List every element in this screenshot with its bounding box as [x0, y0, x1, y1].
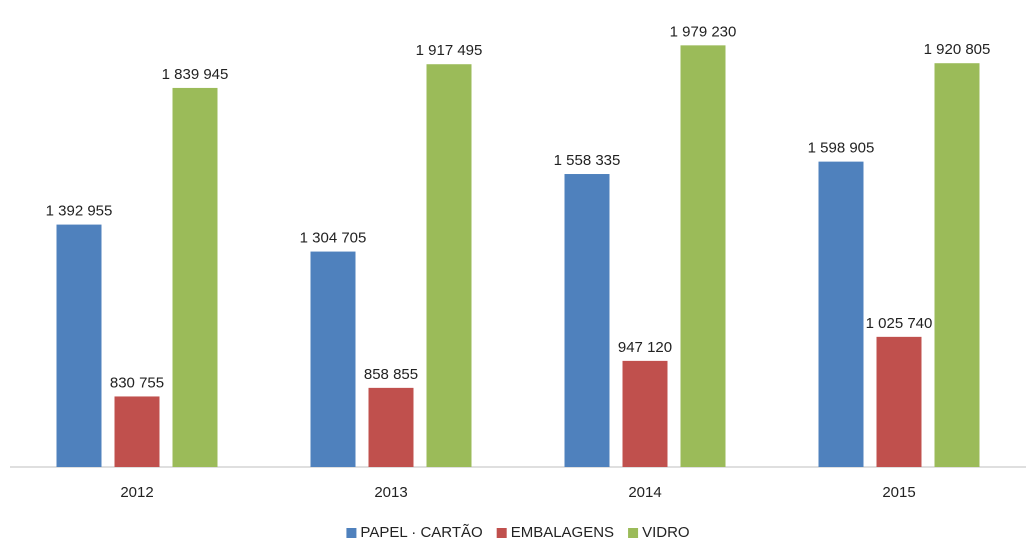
- legend-label: EMBALAGENS: [511, 524, 614, 541]
- data-label: 1 839 945: [162, 66, 229, 83]
- legend-swatch: [628, 528, 639, 538]
- data-label: 1 558 335: [554, 152, 621, 169]
- bar: [622, 360, 668, 467]
- legend-label: PAPEL · CARTÃO: [360, 524, 482, 541]
- bar: [564, 174, 610, 467]
- bar: [114, 396, 160, 467]
- data-label: 1 025 740: [866, 315, 933, 332]
- data-label: 947 120: [618, 339, 672, 356]
- legend-swatch: [496, 528, 507, 538]
- bar: [680, 45, 726, 468]
- bar: [172, 87, 218, 468]
- bar: [818, 161, 864, 467]
- x-tick-label: 2012: [120, 484, 153, 501]
- data-label: 1 979 230: [670, 23, 737, 40]
- data-label: 1 917 495: [416, 42, 483, 59]
- data-label: 1 920 805: [924, 41, 991, 58]
- x-tick-label: 2013: [374, 484, 407, 501]
- data-label: 830 755: [110, 374, 164, 391]
- data-label: 1 304 705: [300, 230, 367, 247]
- legend-swatch: [346, 528, 357, 538]
- data-label: 1 392 955: [46, 203, 113, 220]
- bar: [934, 63, 980, 467]
- data-label: 1 598 905: [808, 140, 875, 157]
- data-label: 858 855: [364, 366, 418, 383]
- bar: [368, 387, 414, 467]
- bar: [310, 251, 356, 467]
- x-tick-label: 2014: [628, 484, 661, 501]
- legend-label: VIDRO: [642, 524, 690, 541]
- bar: [876, 336, 922, 467]
- x-tick-label: 2015: [882, 484, 915, 501]
- bar: [426, 64, 472, 467]
- bar: [56, 224, 102, 467]
